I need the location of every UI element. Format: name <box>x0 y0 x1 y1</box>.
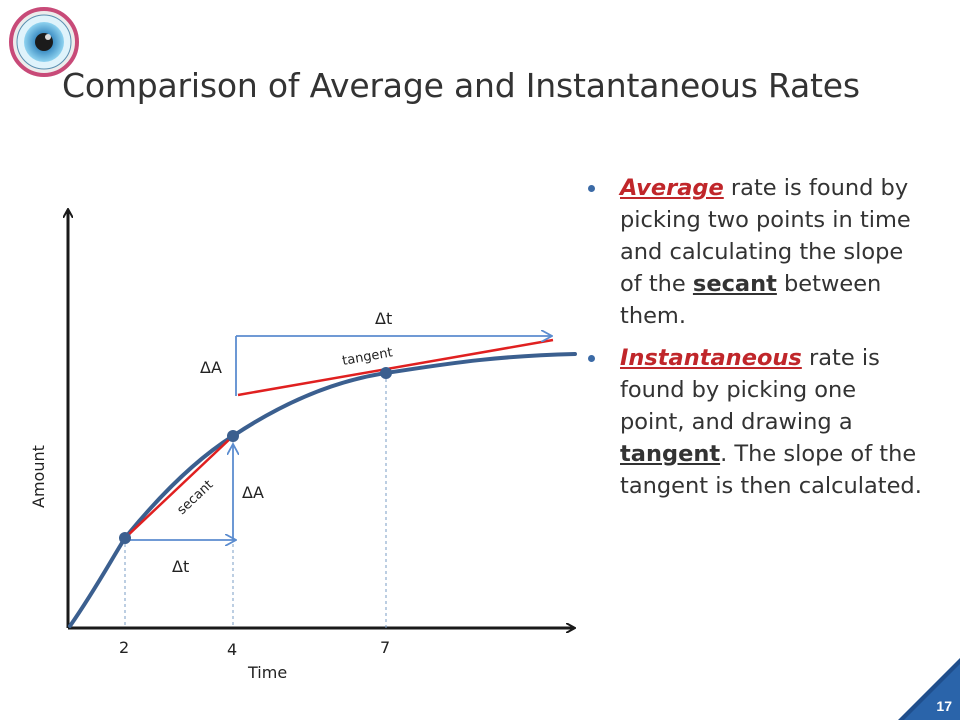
bullet-instantaneous: Instantaneous rate is found by picking o… <box>582 342 927 502</box>
x-tick-label: 4 <box>227 640 237 659</box>
delta-a-secant-label: ΔA <box>242 483 264 502</box>
tangent-label: tangent <box>341 345 394 369</box>
bullet-text: rate is found by picking one point, and … <box>620 345 880 435</box>
bullet-average: Average rate is found by picking two poi… <box>582 172 927 332</box>
tangent-line <box>237 338 554 397</box>
bullet-text: between them. <box>620 271 882 329</box>
page-number: 17 <box>936 698 952 714</box>
bullet-text: . The slope of the tangent is then calcu… <box>620 441 922 499</box>
x-tick-label: 7 <box>380 638 390 657</box>
point-t2 <box>119 532 131 544</box>
delta-t-secant-label: Δt <box>172 557 189 576</box>
tangent-term: tangent <box>620 441 721 467</box>
point-t7 <box>380 367 392 379</box>
secant-line <box>124 435 234 539</box>
point-t4 <box>227 430 239 442</box>
average-term: Average <box>620 175 724 201</box>
bullet-list: Average rate is found by picking two poi… <box>582 172 927 512</box>
bullet-dot <box>588 185 595 192</box>
secant-term: secant <box>692 271 777 297</box>
bullet-dot <box>588 355 595 362</box>
eye-logo-icon <box>9 7 79 77</box>
y-axis-label: Amount <box>29 445 48 508</box>
bullet-text: rate is found by picking two points in t… <box>620 175 911 297</box>
delta-t-tangent-label: Δt <box>375 309 392 328</box>
secant-label: secant <box>174 477 216 517</box>
amount-curve <box>68 352 577 628</box>
instantaneous-term: Instantaneous <box>620 345 802 371</box>
slide-title: Comparison of Average and Instantaneous … <box>62 66 860 105</box>
page-corner-decoration <box>898 658 960 720</box>
x-axis-label: Time <box>247 663 287 682</box>
x-tick-label: 2 <box>119 638 129 657</box>
delta-a-tangent-label: ΔA <box>200 358 222 377</box>
